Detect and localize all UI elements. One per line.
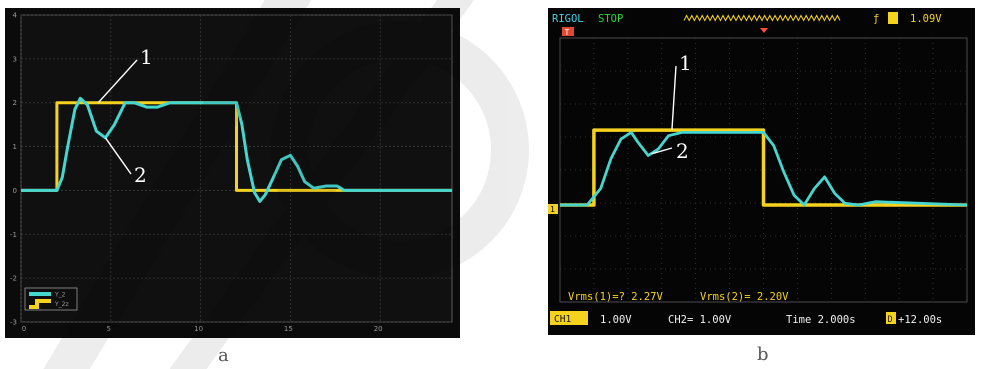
- callout-2-leader-b: [651, 147, 673, 155]
- offset-badge: [886, 312, 896, 324]
- legend-label-y2: Y_2: [54, 292, 66, 299]
- channel-ground-marker: [548, 204, 558, 214]
- x-tick-label-a: 20: [374, 325, 383, 333]
- ch1-scale: 1.00V: [600, 314, 632, 326]
- legend-label-y2z: Y_2z: [54, 301, 69, 308]
- timebase-value: Time 2.000s: [786, 314, 856, 326]
- x-tick-label-a: 10: [194, 325, 203, 333]
- scope-trace-1: [560, 131, 968, 207]
- y-tick-label-a: 4: [13, 12, 18, 20]
- vrms2-readout: Vrms(2)= 2.20V: [700, 291, 789, 303]
- y-tick-label-a: 3: [13, 55, 17, 63]
- legend-swatch-y2z: [29, 299, 51, 309]
- legend-a: Y_2 Y_2z: [24, 287, 78, 311]
- scope-state: STOP: [598, 13, 623, 25]
- trigger-marker-label: T: [565, 28, 570, 37]
- trigger-position-marker: [760, 28, 768, 33]
- y-tick-label-a: -1: [10, 231, 17, 239]
- trigger-edge-icon: ƒ: [873, 13, 879, 25]
- callout-2-label-a: 2: [134, 163, 147, 187]
- series-line-a-1: [21, 96, 452, 203]
- ch2-scale: CH2= 1.00V: [668, 314, 732, 326]
- y-tick-label-a: 1: [13, 143, 17, 151]
- x-tick-label-a: 15: [284, 325, 293, 333]
- x-tick-label-a: 5: [107, 325, 111, 333]
- scope-brand: RIGOL: [552, 13, 584, 25]
- y-tick-label-a: -2: [10, 275, 17, 283]
- callout-1-leader-a: [97, 59, 138, 104]
- chart-panel-b: RIGOL STOP ƒ 1.09V T 1 1 2 Vrms(1)=? 2.27V Vrms(2…: [548, 8, 975, 335]
- y-tick-label-a: 0: [13, 187, 17, 195]
- callout-1-label-a: 1: [140, 45, 153, 69]
- chart-panel-a: 0 5 10 15 20 -3 -2 -1 0 1 2 3 4 1 2 Y_2 Y_2z: [5, 8, 460, 338]
- caption-b: b: [757, 344, 769, 365]
- vrms1-readout: Vrms(1)=? 2.27V: [568, 291, 664, 303]
- y-tick-label-a: 2: [13, 99, 17, 107]
- caption-a: a: [218, 345, 229, 366]
- callout-1-label-b: 1: [679, 51, 692, 75]
- x-tick-label-a: 0: [22, 325, 26, 333]
- callout-2-leader-a: [104, 137, 132, 175]
- trigger-channel-badge: [888, 12, 898, 24]
- trigger-level-value: 1.09V: [910, 13, 942, 25]
- chart-a-svg: 0 5 10 15 20 -3 -2 -1 0 1 2 3 4 1 2 Y_2 Y_2z: [10, 12, 453, 333]
- memory-waveform-strip: [683, 14, 841, 22]
- channel-ground-label: 1: [550, 205, 555, 214]
- offset-badge-label: D: [888, 315, 893, 325]
- callout-2-label-b: 2: [676, 139, 689, 163]
- chart-b-svg: RIGOL STOP ƒ 1.09V T 1 1 2 Vrms(1)=? 2.27V Vrms(2…: [548, 12, 968, 326]
- y-tick-label-a: -3: [10, 319, 17, 327]
- callout-1-leader-b: [671, 65, 677, 131]
- ch1-badge-label: CH1: [554, 314, 571, 325]
- time-offset-value: +12.00s: [898, 314, 942, 326]
- ch1-badge: [550, 311, 588, 325]
- trigger-marker-badge: [562, 27, 574, 36]
